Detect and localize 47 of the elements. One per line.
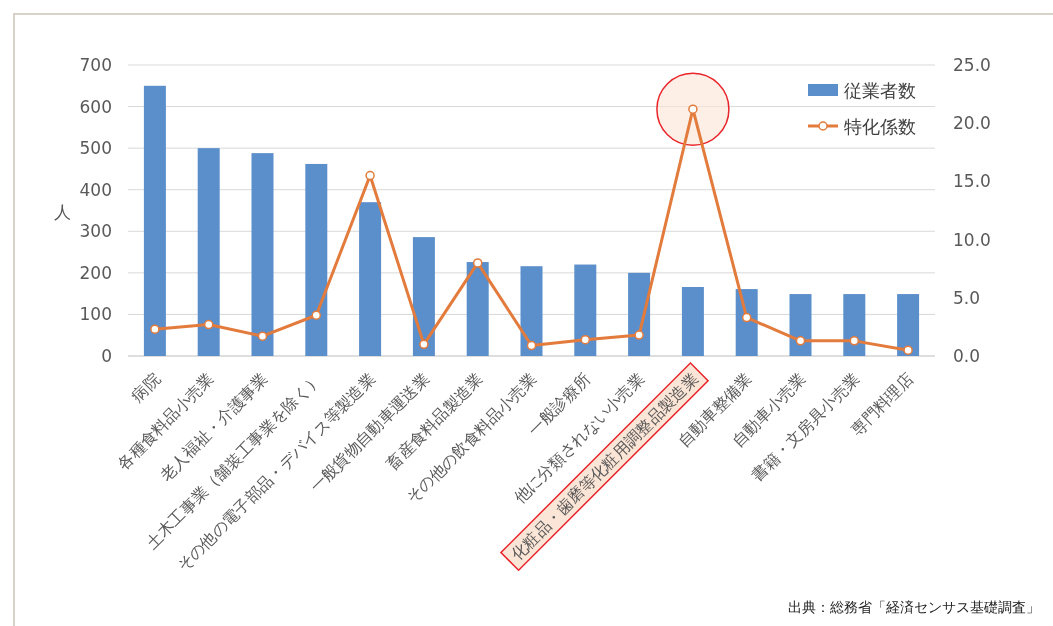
x-tick-label: 病院	[127, 369, 164, 406]
point	[741, 312, 752, 323]
y-tick-label: 500	[79, 138, 112, 159]
y2-tick-label: 20.0	[953, 113, 991, 134]
point	[150, 324, 160, 334]
y-tick-label: 400	[79, 179, 112, 200]
bar	[197, 148, 220, 356]
bar	[466, 262, 489, 356]
point	[311, 310, 322, 321]
point	[203, 319, 214, 330]
y-tick-label: 200	[79, 262, 112, 283]
bar	[520, 266, 543, 356]
bar	[843, 294, 866, 356]
y-tick-label: 700	[79, 55, 112, 75]
y2-tick-label: 15.0	[953, 171, 991, 192]
point	[688, 104, 698, 114]
point	[795, 336, 806, 346]
point	[365, 170, 375, 181]
point	[849, 336, 860, 346]
bar	[359, 202, 382, 356]
legend-label: 特化係数	[844, 116, 916, 137]
point	[472, 258, 483, 268]
point	[526, 340, 537, 351]
y2-tick-label: 25.0	[953, 55, 991, 75]
bar	[897, 294, 920, 356]
bar	[251, 153, 274, 356]
point	[580, 334, 591, 345]
bar	[574, 264, 597, 356]
y2-tick-label: 5.0	[953, 287, 981, 308]
y-tick-label: 0	[101, 346, 112, 366]
bar	[789, 294, 812, 356]
bar	[412, 237, 435, 356]
y2-tick-label: 0.0	[953, 346, 981, 366]
point	[257, 331, 268, 341]
point	[419, 339, 429, 350]
point	[634, 330, 644, 340]
bar	[143, 85, 166, 356]
y-tick-label: 300	[79, 221, 112, 242]
y2-tick-label: 10.0	[953, 229, 991, 250]
source-note: 出典：総務省「経済センサス基礎調査」	[788, 599, 1040, 615]
point	[903, 345, 913, 355]
bar	[681, 286, 704, 356]
y-axis-title: 人	[53, 202, 71, 222]
legend-label: 従業者数	[844, 80, 916, 101]
y-tick-label: 600	[79, 96, 112, 117]
y-tick-label: 100	[79, 304, 112, 325]
bar	[305, 163, 328, 356]
